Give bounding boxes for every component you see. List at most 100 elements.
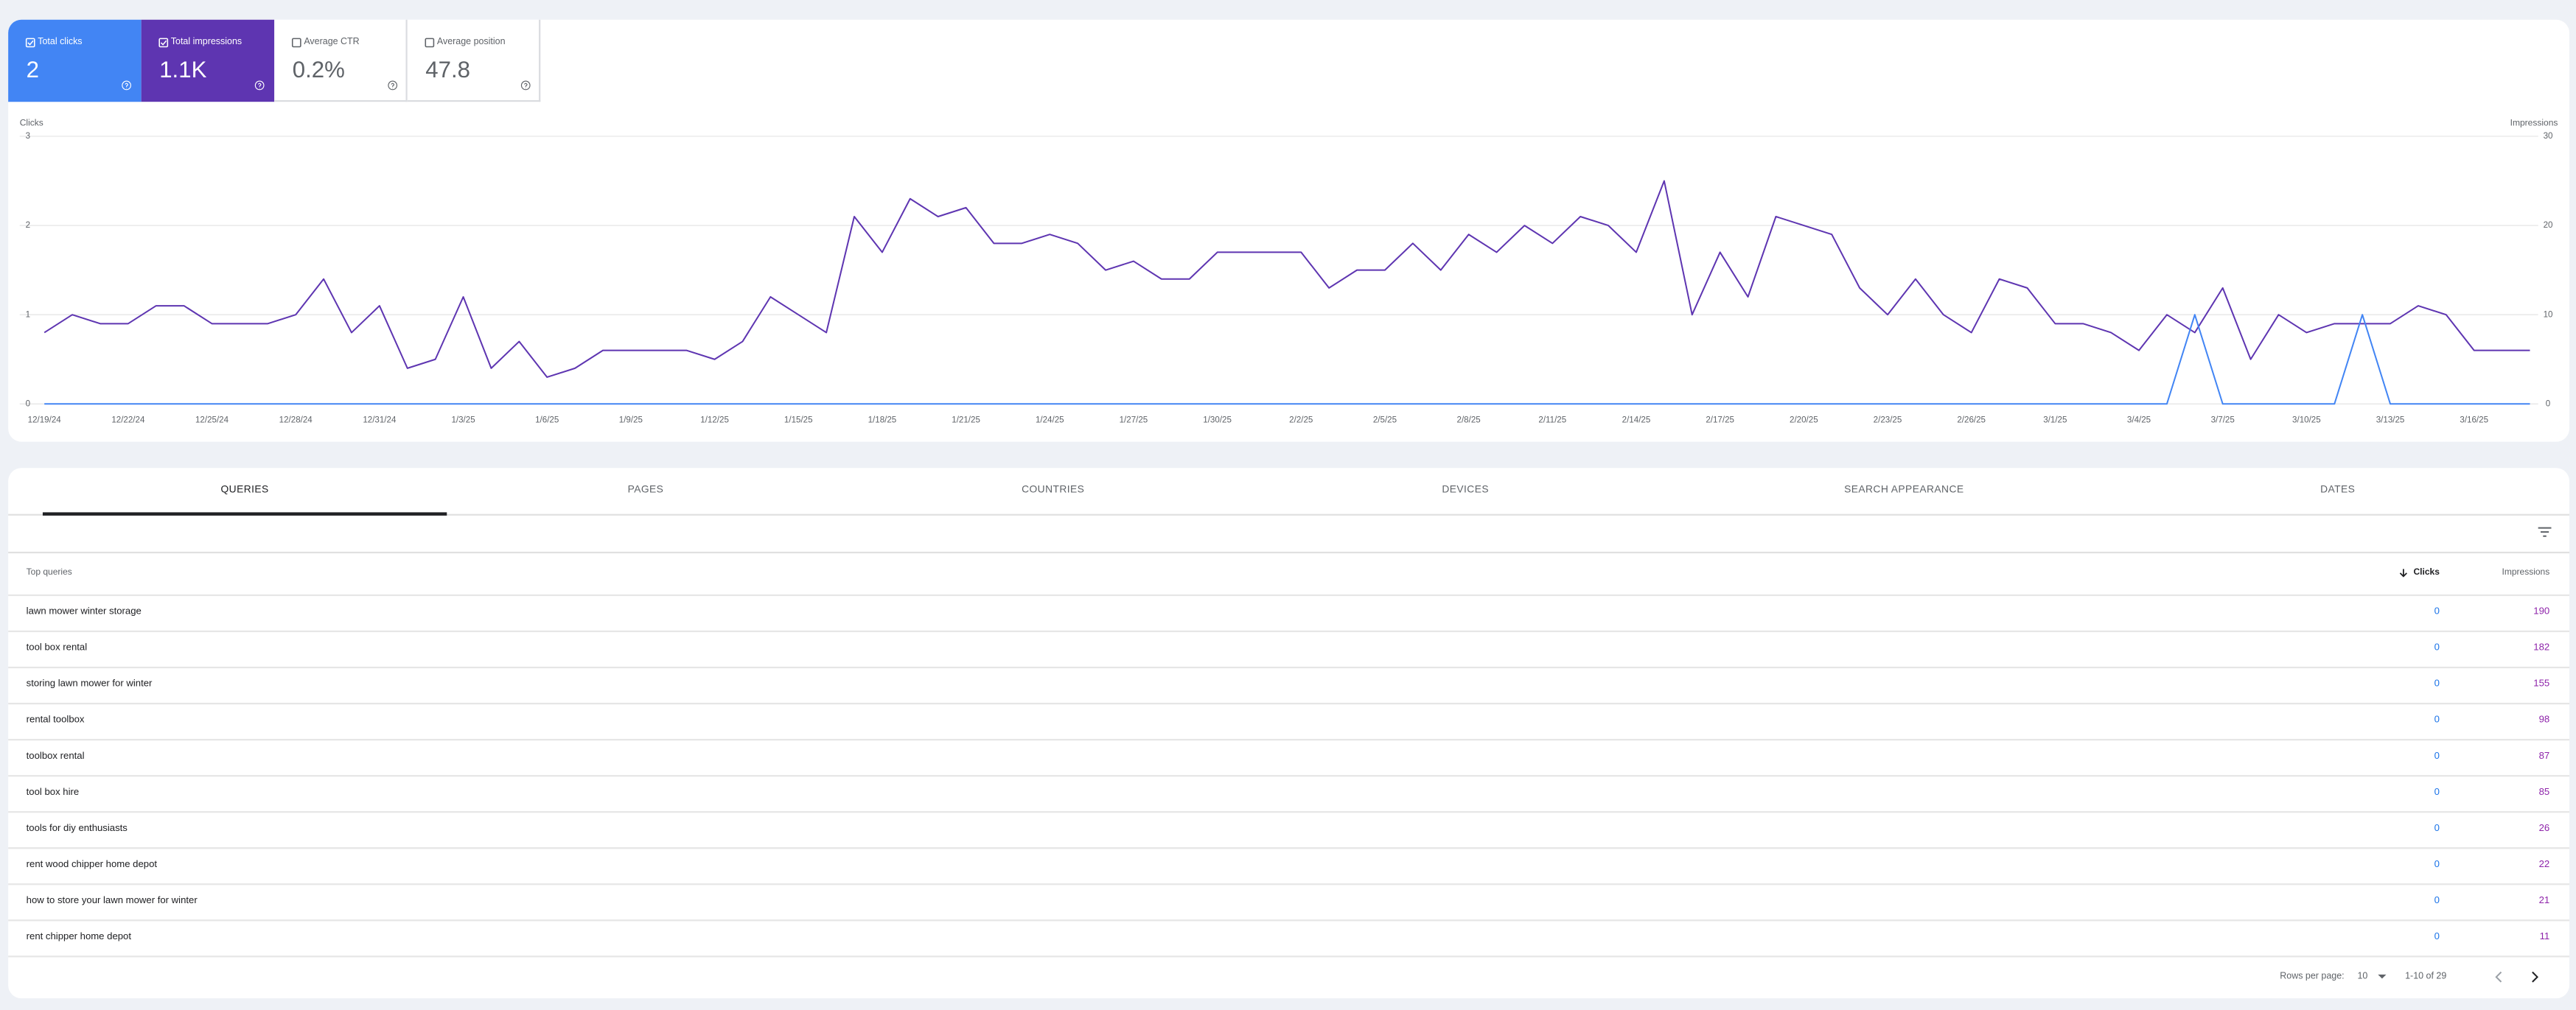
x-tick-label: 3/16/25 xyxy=(2460,416,2488,425)
tab[interactable]: PAGES xyxy=(627,484,664,497)
tab[interactable]: DEVICES xyxy=(1442,484,1490,497)
page-range: 1-10 of 29 xyxy=(2405,972,2447,982)
x-tick-label: 1/24/25 xyxy=(1036,416,1064,425)
table-cell: how to store your lawn mower for winter xyxy=(26,896,198,907)
x-tick-label: 2/17/25 xyxy=(1706,416,1734,425)
metric-tile[interactable]: Total clicks 2 xyxy=(8,19,142,102)
row-divider xyxy=(8,594,2569,597)
table-cell: 0 xyxy=(2434,715,2440,726)
y2-axis-title: Impressions xyxy=(2510,117,2558,127)
rows-per-page-value[interactable]: 10 xyxy=(2357,972,2368,982)
checkbox xyxy=(291,38,301,48)
tab[interactable]: QUERIES xyxy=(220,484,269,497)
table-cell: 0 xyxy=(2434,824,2440,835)
x-tick-label: 2/23/25 xyxy=(1874,416,1902,425)
sort-arrow[interactable] xyxy=(2398,568,2408,578)
table-cell: 0 xyxy=(2434,933,2440,943)
x-tick-label: 2/26/25 xyxy=(1957,416,1986,425)
y-tick-label: 2 xyxy=(26,221,30,230)
row-divider xyxy=(8,847,2569,849)
row-divider xyxy=(8,666,2569,669)
checkbox xyxy=(158,38,169,48)
x-tick-label: 1/30/25 xyxy=(1203,416,1232,425)
series-line xyxy=(43,180,2530,378)
tile-icons xyxy=(425,38,531,91)
next-page[interactable] xyxy=(2530,970,2540,983)
table-cell: rental toolbox xyxy=(26,715,85,726)
y-axis-title: Clicks xyxy=(20,117,43,127)
rows-dropdown-icon[interactable] xyxy=(2377,974,2387,981)
column-header[interactable]: Impressions xyxy=(2502,568,2550,578)
y-tick-label: 3 xyxy=(26,132,30,141)
x-tick-label: 12/25/24 xyxy=(195,416,229,425)
y-tick-label: 1 xyxy=(26,310,30,319)
column-header[interactable]: Clicks xyxy=(2413,568,2440,578)
row-divider xyxy=(8,630,2569,633)
rows-per-page-label: Rows per page: xyxy=(2280,972,2345,982)
help-icon-mark xyxy=(125,83,128,88)
tab[interactable]: COUNTRIES xyxy=(1022,484,1085,497)
prev-page[interactable] xyxy=(2493,970,2503,983)
row-divider xyxy=(8,739,2569,741)
tab[interactable]: DATES xyxy=(2320,484,2356,497)
y-tick-label: 0 xyxy=(26,399,30,408)
table-cell: tools for diy enthusiasts xyxy=(26,824,128,835)
table-cell: 155 xyxy=(2533,679,2550,690)
table-cell: 0 xyxy=(2434,896,2440,907)
x-tick-label: 12/31/24 xyxy=(363,416,397,425)
toolbar-divider xyxy=(8,551,2569,554)
row-divider xyxy=(8,775,2569,777)
checkbox xyxy=(425,38,435,48)
metric-value: 2 xyxy=(26,55,40,83)
x-tick-label: 1/18/25 xyxy=(868,416,897,425)
table-cell: toolbox rental xyxy=(26,751,85,762)
row-divider xyxy=(8,883,2569,885)
x-tick-label: 1/6/25 xyxy=(535,416,559,425)
table-cell: rent wood chipper home depot xyxy=(26,860,158,871)
x-tick-label: 1/9/25 xyxy=(619,416,643,425)
table-cell: 0 xyxy=(2434,607,2440,618)
tab[interactable]: SEARCH APPEARANCE xyxy=(1844,484,1964,497)
filter-icon[interactable] xyxy=(2536,525,2552,539)
table-cell: 0 xyxy=(2434,860,2440,871)
tile-icons xyxy=(25,38,131,91)
table-cell: 22 xyxy=(2538,860,2550,871)
x-tick-label: 1/12/25 xyxy=(700,416,729,425)
x-tick-label: 2/5/25 xyxy=(1373,416,1397,425)
x-tick-label: 1/21/25 xyxy=(952,416,980,425)
help-icon-mark xyxy=(257,83,262,88)
metric-tile[interactable]: Total impressions 1.1K xyxy=(141,19,275,102)
help-icon-mark xyxy=(524,83,528,88)
y2-tick-label: 10 xyxy=(2544,310,2553,319)
table-cell: lawn mower winter storage xyxy=(26,607,142,618)
table-cell: tool box hire xyxy=(26,788,80,799)
row-divider xyxy=(8,919,2569,922)
metric-tile[interactable]: Average CTR 0.2% xyxy=(274,19,408,102)
help-icon xyxy=(254,80,265,91)
table-cell: 0 xyxy=(2434,643,2440,654)
x-tick-label: 12/22/24 xyxy=(111,416,145,425)
table-cell: 85 xyxy=(2538,788,2550,799)
x-tick-label: 2/8/25 xyxy=(1457,416,1481,425)
table-cell: 182 xyxy=(2533,643,2550,654)
table-cell: 0 xyxy=(2434,751,2440,762)
x-tick-label: 1/27/25 xyxy=(1120,416,1148,425)
x-tick-label: 3/10/25 xyxy=(2292,416,2321,425)
table-cell: 190 xyxy=(2533,607,2550,618)
x-tick-label: 3/7/25 xyxy=(2211,416,2235,425)
help-icon xyxy=(520,80,531,91)
table-cell: 11 xyxy=(2539,933,2550,943)
metric-label: Average CTR xyxy=(304,38,360,48)
x-tick-label: 1/3/25 xyxy=(451,416,475,425)
column-header: Top queries xyxy=(26,568,72,578)
metric-value: 0.2% xyxy=(292,55,345,83)
metric-tile[interactable]: Average position 47.8 xyxy=(407,19,541,102)
table-cell: 87 xyxy=(2538,751,2550,762)
x-tick-label: 1/15/25 xyxy=(784,416,813,425)
series-line xyxy=(44,314,2530,405)
tabs-divider xyxy=(8,513,2569,516)
